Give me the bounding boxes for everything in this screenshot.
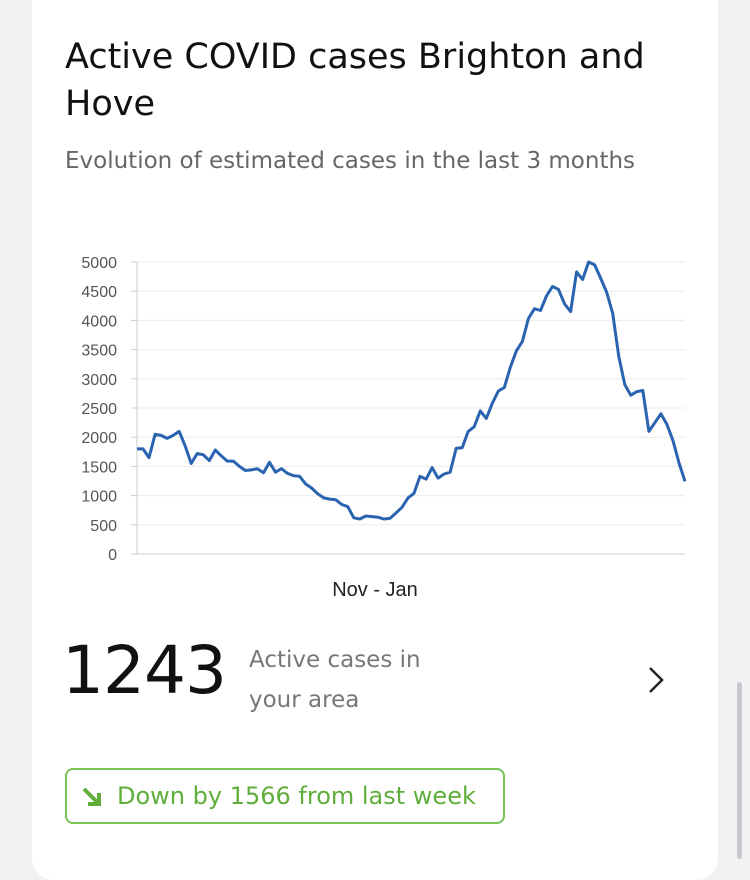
card-title: Active COVID cases Brighton and Hove — [65, 37, 645, 124]
y-tick-label: 5000 — [81, 255, 117, 272]
change-text: Down by 1566 from last week — [117, 782, 476, 810]
count-label: Active cases in your area — [249, 647, 421, 713]
card-subtitle: Evolution of estimated cases in the last… — [65, 148, 636, 174]
y-tick-label: 0 — [108, 547, 117, 564]
y-tick-label: 4500 — [81, 284, 117, 301]
page: Active COVID cases Brighton and Hove Evo… — [32, 0, 742, 880]
y-tick-label: 2000 — [81, 430, 117, 447]
y-tick-label: 2500 — [81, 401, 117, 418]
chart: 0 500 1000 1500 2000 2500 3000 3500 4000 4500 5000… — [81, 255, 687, 601]
down-arrow-icon — [82, 787, 101, 806]
change-badge: Down by 1566 from last week — [65, 768, 505, 824]
y-tick-label: 1000 — [81, 489, 117, 506]
y-tick-label: 1500 — [81, 459, 117, 476]
data-line — [137, 260, 687, 521]
y-tick-label: 3000 — [81, 372, 117, 389]
y-tick-label: 3500 — [81, 343, 117, 360]
chevron[interactable] — [640, 660, 670, 700]
active-count: 1243 — [62, 632, 227, 709]
y-tick-label: 4000 — [81, 313, 117, 330]
card — [32, 0, 718, 880]
y-tick-label: 500 — [90, 518, 117, 535]
scrollbar[interactable] — [737, 682, 742, 859]
x-axis-label: Nov - Jan — [332, 579, 418, 601]
